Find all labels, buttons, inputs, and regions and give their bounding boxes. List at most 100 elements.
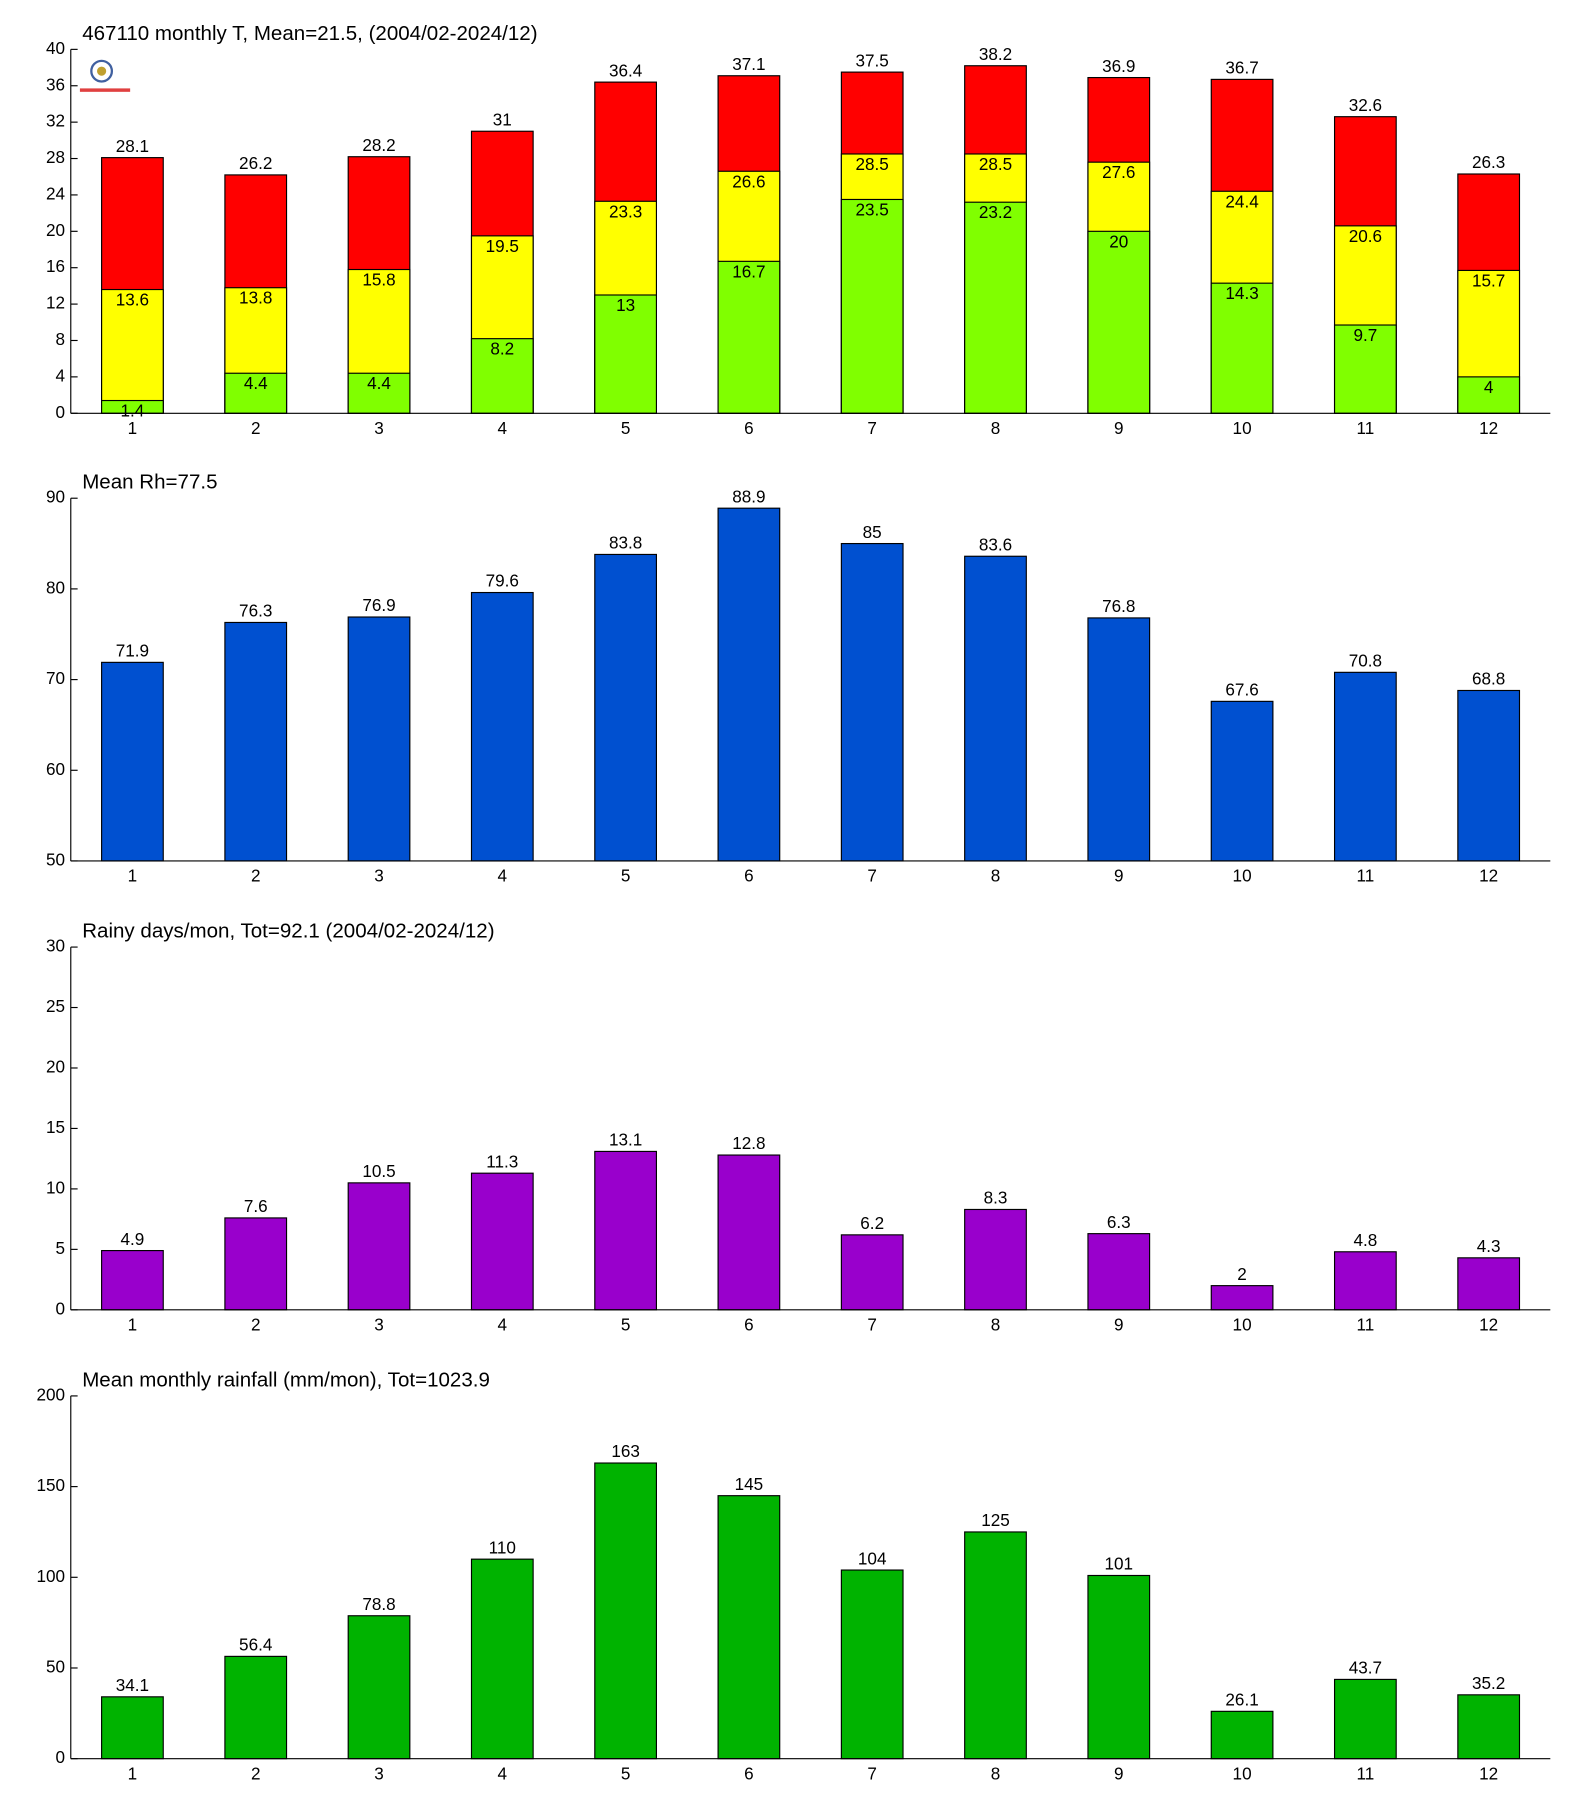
y-tick-label: 100 — [37, 1566, 66, 1586]
bar — [1087, 1233, 1151, 1311]
bar — [347, 372, 411, 414]
value-label: 4 — [1484, 377, 1494, 397]
x-tick-label: 3 — [374, 1763, 384, 1783]
value-label: 7.6 — [244, 1196, 268, 1216]
value-label: 4.4 — [244, 373, 268, 393]
bar — [224, 372, 288, 414]
value-label: 27.6 — [1102, 162, 1135, 182]
value-label: 68.8 — [1472, 669, 1505, 689]
bar — [1333, 1678, 1397, 1760]
x-tick-label: 6 — [744, 866, 754, 886]
bar — [1087, 1574, 1151, 1760]
y-tick-label: 50 — [46, 1656, 65, 1676]
y-tick-label: 50 — [46, 849, 65, 869]
value-label: 76.3 — [239, 601, 272, 621]
y-tick-label: 16 — [46, 256, 65, 276]
x-tick-label: 4 — [498, 418, 508, 438]
value-label: 13.8 — [239, 288, 272, 308]
y-tick-label: 70 — [46, 668, 65, 688]
value-label: 14.3 — [1225, 283, 1258, 303]
bar — [717, 1154, 781, 1311]
value-label: 37.1 — [732, 54, 765, 74]
bar — [840, 1234, 904, 1311]
x-tick-label: 8 — [991, 866, 1001, 886]
bar — [717, 1495, 781, 1760]
value-label: 28.5 — [856, 154, 889, 174]
value-label: 76.8 — [1102, 596, 1135, 616]
value-label: 110 — [489, 1537, 516, 1557]
bar — [1333, 671, 1397, 862]
y-tick-label: 0 — [56, 1747, 66, 1767]
x-tick-label: 10 — [1233, 1763, 1252, 1783]
bar — [1210, 1710, 1274, 1760]
chart-title: 467110 monthly T, Mean=21.5, (2004/02-20… — [82, 22, 537, 45]
y-tick-label: 40 — [46, 38, 65, 58]
value-label: 15.8 — [362, 270, 395, 290]
y-tick-label: 30 — [46, 936, 65, 956]
y-tick-label: 200 — [37, 1384, 66, 1404]
value-label: 23.3 — [609, 201, 642, 221]
value-label: 23.5 — [856, 199, 889, 219]
value-label: 35.2 — [1472, 1673, 1505, 1693]
bar — [101, 1249, 164, 1311]
bar — [1457, 1694, 1521, 1760]
value-label: 13 — [616, 295, 635, 315]
bar — [101, 288, 164, 414]
bar — [964, 555, 1027, 862]
bar — [224, 621, 288, 862]
bar — [594, 1150, 658, 1311]
value-label: 4.3 — [1477, 1236, 1501, 1256]
value-label: 12.8 — [732, 1133, 765, 1153]
x-tick-label: 11 — [1356, 1763, 1374, 1783]
y-tick-label: 28 — [46, 147, 65, 167]
bar — [594, 553, 658, 862]
bar — [347, 1615, 411, 1760]
x-tick-label: 7 — [867, 1763, 877, 1783]
chart-title: Mean Rh=77.5 — [82, 471, 217, 494]
value-label: 31 — [493, 109, 512, 129]
value-label: 6.2 — [860, 1213, 884, 1233]
x-tick-label: 3 — [374, 1314, 384, 1334]
value-label: 1.4 — [121, 401, 145, 421]
value-label: 34.1 — [116, 1675, 149, 1695]
x-tick-label: 5 — [621, 866, 631, 886]
value-label: 32.6 — [1349, 95, 1382, 115]
bar — [347, 1182, 411, 1311]
bar — [1087, 617, 1151, 862]
y-tick-label: 24 — [46, 183, 65, 203]
y-tick-label: 0 — [56, 402, 66, 422]
value-label: 19.5 — [486, 236, 519, 256]
x-tick-label: 12 — [1479, 1314, 1498, 1334]
value-label: 4.4 — [367, 373, 391, 393]
value-label: 145 — [735, 1474, 764, 1494]
x-tick-label: 11 — [1356, 866, 1374, 886]
value-label: 101 — [1105, 1554, 1134, 1574]
value-label: 28.1 — [116, 136, 149, 156]
value-label: 70.8 — [1349, 651, 1382, 671]
value-label: 85 — [863, 522, 882, 542]
value-label: 83.8 — [609, 533, 642, 553]
bar — [1087, 230, 1151, 414]
value-label: 10.5 — [362, 1161, 395, 1181]
value-label: 163 — [611, 1441, 640, 1461]
value-label: 36.9 — [1102, 56, 1135, 76]
bar — [224, 1655, 288, 1760]
y-tick-label: 0 — [56, 1298, 66, 1318]
bar — [224, 1217, 288, 1311]
x-tick-label: 5 — [621, 1763, 631, 1783]
bar — [470, 591, 534, 862]
y-tick-label: 60 — [46, 759, 65, 779]
y-tick-label: 150 — [37, 1475, 66, 1495]
y-tick-label: 4 — [56, 365, 66, 385]
bar — [594, 294, 658, 414]
x-tick-label: 10 — [1233, 1314, 1252, 1334]
x-tick-label: 5 — [621, 1314, 631, 1334]
chart-title: Rainy days/mon, Tot=92.1 (2004/02-2024/1… — [82, 920, 494, 943]
x-tick-label: 12 — [1479, 1763, 1498, 1783]
bar — [717, 260, 781, 414]
value-label: 4.9 — [121, 1229, 145, 1249]
x-tick-label: 6 — [744, 418, 754, 438]
x-tick-label: 1 — [128, 418, 138, 438]
